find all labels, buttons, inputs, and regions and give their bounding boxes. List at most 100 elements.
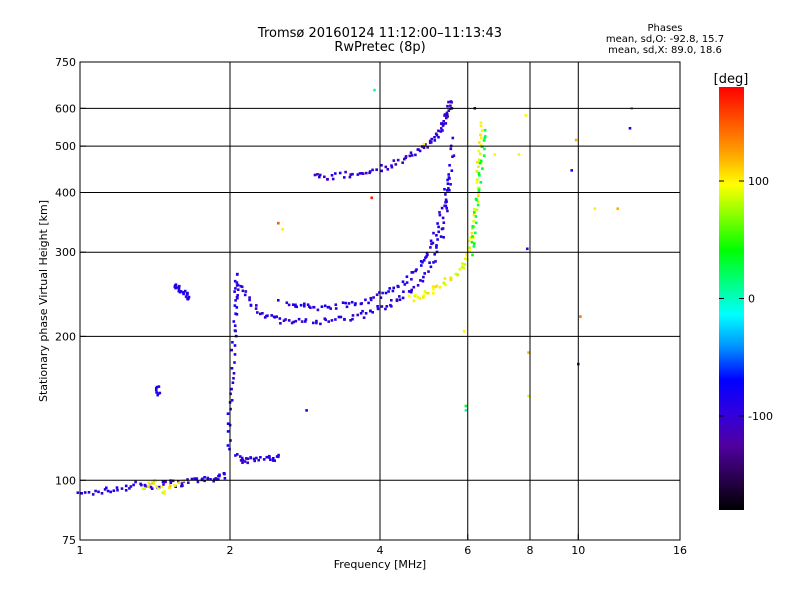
trace-point-F2-X-yellow <box>416 296 420 299</box>
trace-point-F1-O-upper <box>431 241 435 245</box>
trace-point-low-E-trace <box>215 478 219 481</box>
trace-point-F2-O <box>343 176 346 179</box>
trace-point-E-cusp <box>229 407 232 411</box>
trace-point-E-cusp <box>236 294 239 297</box>
trace-point-F2-O <box>380 164 383 167</box>
trace-point-F1-O-lower <box>294 319 298 323</box>
trace-point-F2-X-yellow <box>449 278 453 282</box>
trace-point-F2-X-yellow <box>443 277 447 280</box>
trace-point-F2-X-yellow <box>480 136 483 140</box>
trace-point-F1-O-lower <box>435 246 438 249</box>
trace-point-F1-O-lower <box>240 285 244 289</box>
trace-point-E-cusp <box>226 412 230 415</box>
trace-point-F1-O-upper <box>403 283 407 286</box>
trace-point-F2-O <box>403 157 406 161</box>
trace-point-upper-left-blip <box>182 291 185 294</box>
trace-point-F1-O-lower <box>410 290 413 294</box>
trace-point-F1-O-lower <box>351 317 354 321</box>
trace-point-E-cusp <box>230 399 234 402</box>
trace-point-low-E-trace-yellow <box>181 479 184 483</box>
trace-point-F1-O-upper <box>316 308 320 312</box>
trace-point-F2-O <box>368 171 371 175</box>
trace-point-F1-O-upper <box>364 298 367 302</box>
trace-point-upper-left-blip <box>187 297 190 300</box>
trace-point-F2-O <box>414 153 417 157</box>
trace-point-F1-O-lower <box>315 319 318 323</box>
trace-point-E-upper <box>245 457 248 460</box>
trace-point-low-E-trace <box>206 477 209 481</box>
y-tick-label: 200 <box>55 330 76 343</box>
trace-point-F2-O <box>437 129 440 133</box>
trace-point-E-cusp <box>233 353 237 356</box>
trace-point-F1-O-lower <box>412 285 416 289</box>
trace-point-F2-X-green <box>474 215 478 218</box>
trace-point-F1-O-upper <box>354 302 357 305</box>
trace-point-F1-O-lower <box>435 244 438 247</box>
trace-point-low-E-trace <box>187 481 190 484</box>
trace-point-F1-O-lower <box>429 265 433 269</box>
trace-point-low-E-trace-yellow <box>146 485 150 488</box>
y-tick-label: 750 <box>55 56 76 69</box>
y-tick-label: 75 <box>62 534 76 547</box>
trace-point-F1-O-upper <box>384 291 388 295</box>
trace-point-E-cusp <box>235 284 239 287</box>
trace-point-low-E-trace <box>80 492 83 495</box>
trace-point-F1-O-upper <box>334 303 338 306</box>
trace-point-F1-O-lower <box>444 198 448 202</box>
trace-point-F2-X-yellow <box>442 281 446 285</box>
trace-point-E-cusp <box>233 304 237 307</box>
trace-point-upper-left-blip <box>177 289 181 293</box>
trace-point-low-E-trace <box>134 480 137 484</box>
trace-point-E-upper <box>257 458 260 462</box>
trace-point-F1-O-upper <box>303 302 306 306</box>
trace-point-F1-O-lower <box>304 320 307 323</box>
trace-point-F1-O-upper <box>438 213 442 217</box>
trace-point-F2-O <box>351 172 354 176</box>
trace-point-small-blue-stack <box>154 388 158 392</box>
trace-point-F1-O-upper <box>285 301 289 304</box>
trace-point-low-E-trace <box>132 483 135 487</box>
trace-point-E-cusp <box>231 341 234 344</box>
trace-point-F2-X-yellow <box>477 194 480 198</box>
trace-point-F1-O-upper <box>334 307 338 310</box>
trace-point-low-E-trace <box>87 491 91 494</box>
trace-point-low-E-trace <box>149 485 153 489</box>
trace-point-F2-X-green <box>479 159 483 163</box>
trace-point-E-upper <box>265 455 269 459</box>
trace-point-F2-O <box>348 175 352 179</box>
trace-point-F1-O-lower <box>448 189 451 192</box>
trace-point-F2-O <box>331 177 335 181</box>
trace-point-low-E-trace <box>128 487 131 490</box>
trace-point-F1-O-upper <box>430 242 433 246</box>
trace-point-F2-X-yellow <box>418 297 422 300</box>
trace-point-F1-O-lower <box>256 311 259 314</box>
trace-point-low-E-trace <box>161 480 165 484</box>
trace-point-F1-O-upper <box>410 271 414 274</box>
trace-point-F1-O-lower <box>324 318 327 322</box>
trace-point-F1-O-lower <box>339 315 343 319</box>
trace-point-F1-O-lower <box>448 164 451 167</box>
trace-point-F1-O-upper <box>444 201 447 204</box>
trace-point-F2-O <box>424 143 427 146</box>
trace-point-F2-X-yellow <box>449 277 453 280</box>
trace-point-F1-O-lower <box>304 318 308 321</box>
colorbar-tick-label: -100 <box>748 410 773 423</box>
trace-point-F2-X-yellow <box>461 262 464 265</box>
trace-point-F1-O-upper <box>353 303 357 307</box>
trace-point-F1-O-lower <box>337 315 341 319</box>
trace-point-F2-O <box>447 100 450 104</box>
trace-point-F2-X-yellow <box>422 294 425 297</box>
trace-point-F2-O <box>356 173 360 176</box>
trace-point-F1-O-lower <box>452 154 456 157</box>
trace-point-F2-X-green <box>474 197 478 201</box>
trace-point-F2-O <box>390 164 393 167</box>
trace-point-small-blue-stack <box>155 385 159 389</box>
trace-point-F2-O <box>396 158 400 162</box>
trace-point-F1-O-lower <box>423 272 426 275</box>
scatter-point <box>370 196 373 200</box>
trace-point-F2-O <box>384 165 388 169</box>
trace-point-E-cusp <box>233 361 236 364</box>
trace-point-F2-X-yellow <box>465 258 469 261</box>
trace-point-E-upper <box>268 456 271 459</box>
